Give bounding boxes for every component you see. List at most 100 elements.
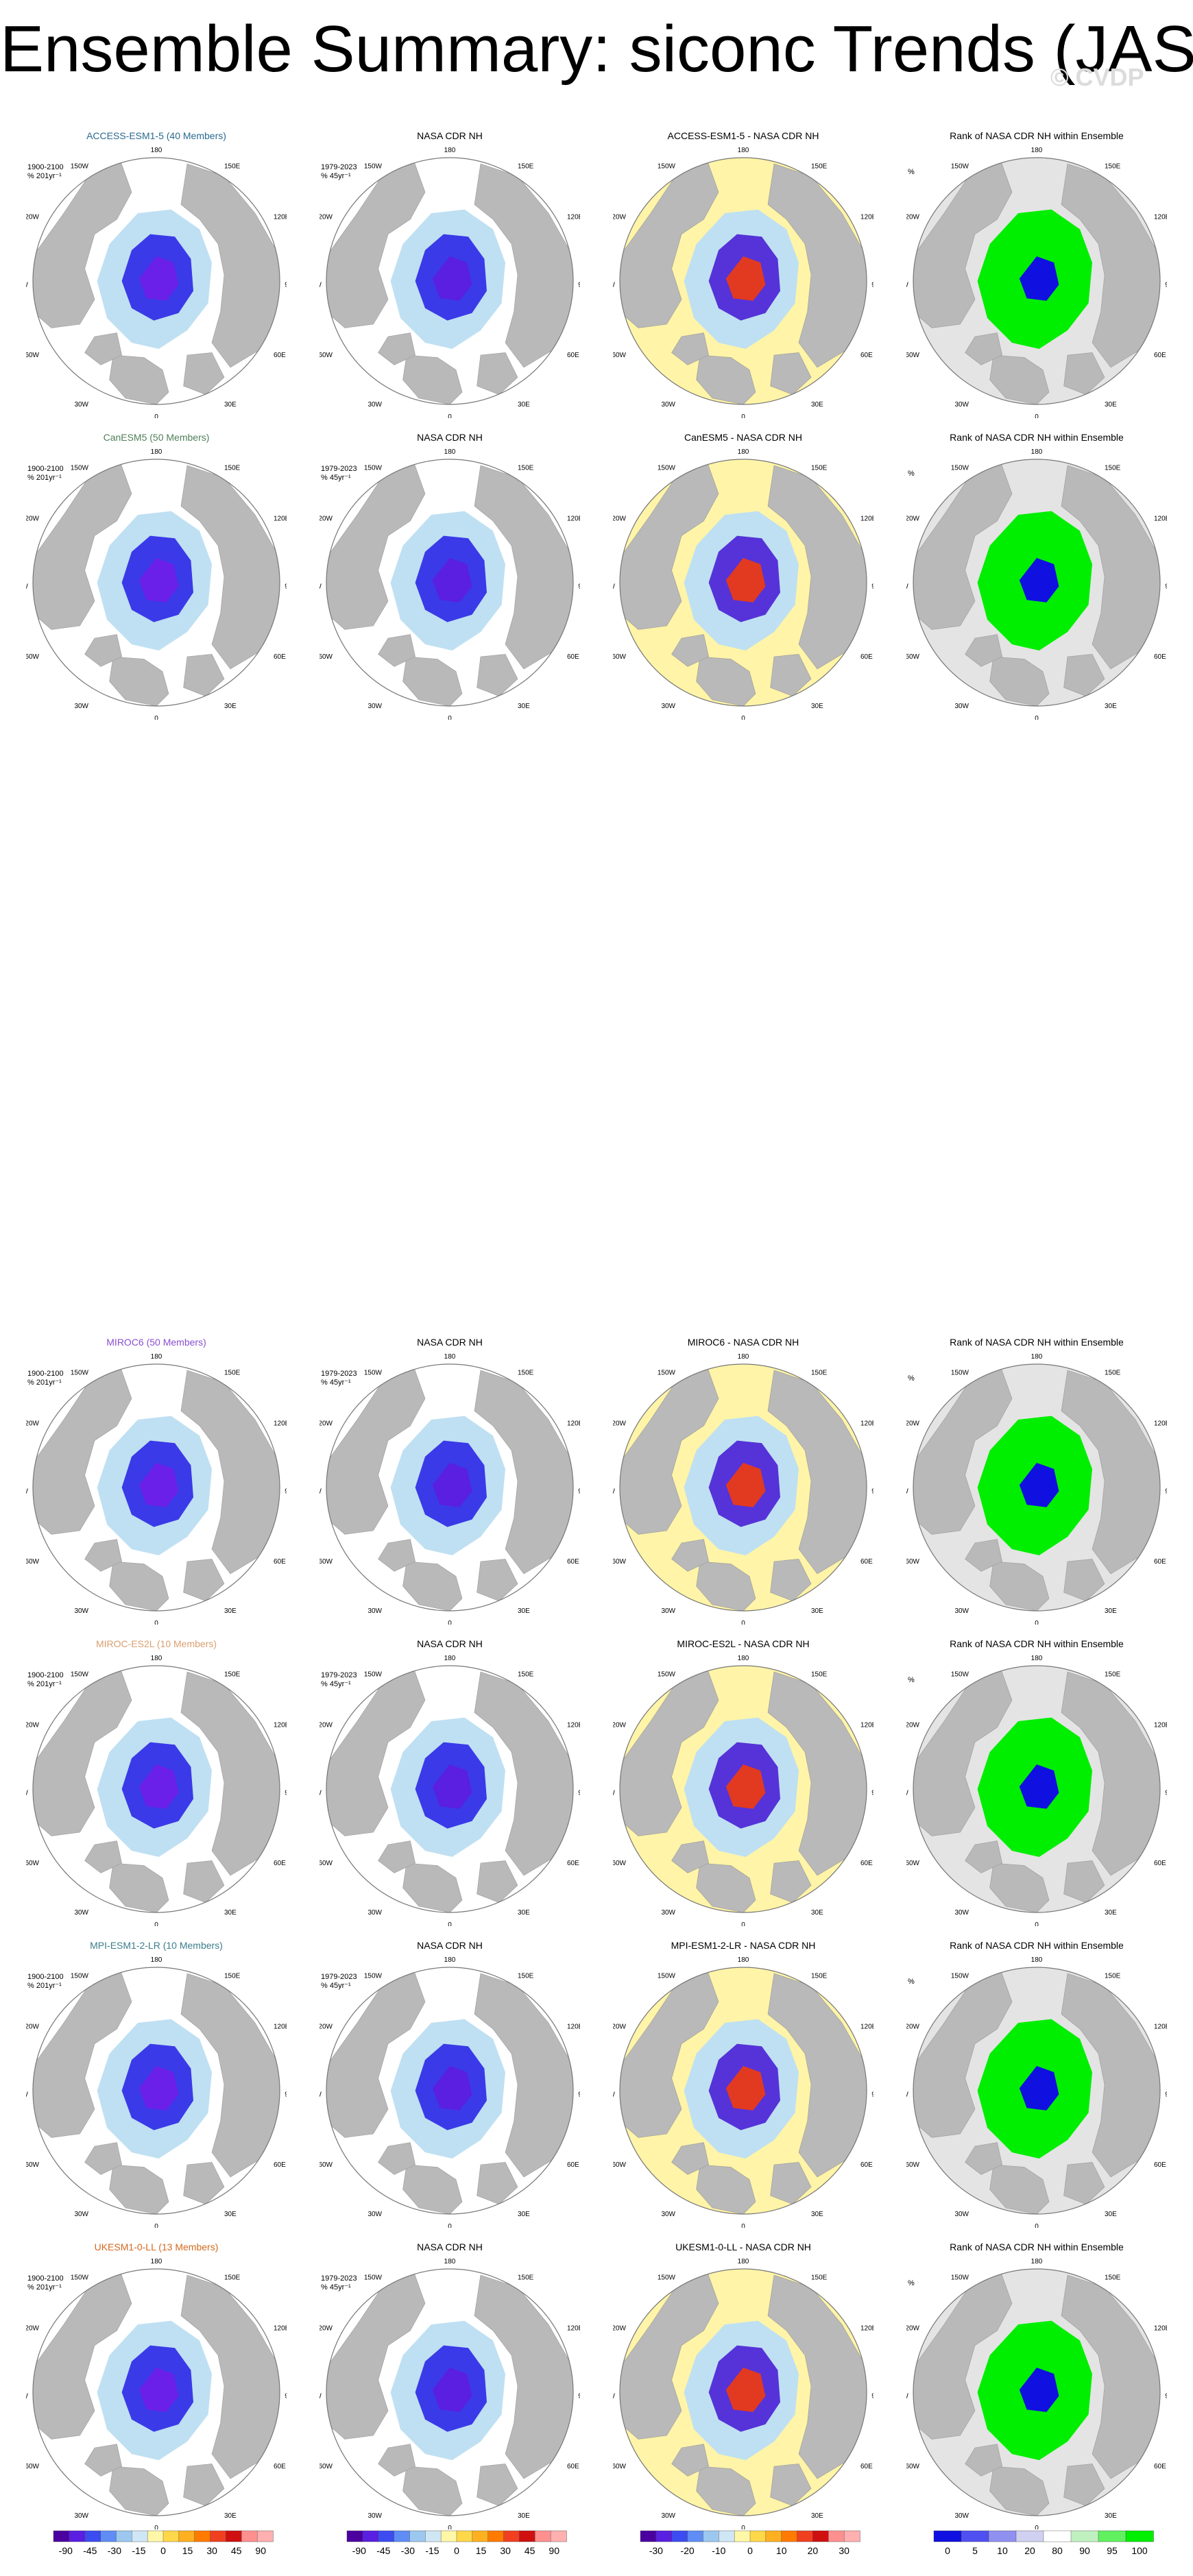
longitude-label: 60W — [906, 2463, 920, 2470]
longitude-label: 180 — [738, 448, 749, 456]
colorbar-tick-label: 30 — [839, 2545, 849, 2556]
units: % 201yr⁻¹ — [27, 1680, 62, 1688]
units: % 201yr⁻¹ — [27, 474, 62, 482]
period: 1979-2023 — [321, 163, 357, 171]
longitude-label: 60W — [613, 2161, 627, 2169]
colorbar-tick-label: 5 — [972, 2545, 978, 2556]
longitude-label: 60E — [567, 653, 579, 661]
model-panel: UKESM1-0-LL (13 Members) 180 0 150W 150E 120W… — [26, 2241, 287, 2529]
colorbar-swatch — [703, 2530, 719, 2542]
model-polar-map: 180 0 150W 150E 120W 120E 90W 90E 60W 60E 30W 30E — [26, 1655, 287, 1926]
longitude-label: 180 — [738, 2258, 749, 2265]
longitude-label: 30W — [661, 2211, 675, 2218]
longitude-label: 90E — [871, 1789, 873, 1797]
longitude-label: 180 — [444, 2258, 456, 2265]
longitude-label: 150E — [811, 1671, 828, 1679]
obs-polar-map: 180 0 150W 150E 120W 120E 90W 90E 60W 60E 30W 30E — [320, 1655, 580, 1926]
panel-info: % — [908, 465, 915, 478]
longitude-label: 30E — [518, 1607, 530, 1615]
longitude-label: 120W — [906, 213, 920, 221]
longitude-label: 180 — [738, 1353, 749, 1361]
longitude-label: 60W — [26, 2161, 40, 2169]
longitude-label: 30W — [74, 401, 88, 409]
diff-panel: MIROC6 - NASA CDR NH 180 0 150W 150E 120W 120E… — [613, 1337, 873, 1625]
longitude-label: 0 — [1035, 1921, 1039, 1926]
longitude-label: 30E — [224, 401, 237, 409]
colorbar-tick-label: 90 — [549, 2545, 559, 2556]
colorbar-swatch — [1125, 2530, 1154, 2542]
longitude-label: 120E — [1154, 515, 1167, 522]
longitude-label: 0 — [1035, 1620, 1039, 1625]
longitude-label: 120E — [274, 213, 287, 221]
colorbar-tick-label: -15 — [425, 2545, 439, 2556]
period: 1979-2023 — [321, 2274, 357, 2283]
longitude-label: 30E — [518, 2512, 530, 2520]
model-polar-map: 180 0 150W 150E 120W 120E 90W 90E 60W 60E 30W 30E — [26, 147, 287, 418]
longitude-label: 150W — [951, 1671, 969, 1679]
panel-title: Rank of NASA CDR NH within Ensemble — [950, 1337, 1124, 1348]
longitude-label: 90W — [906, 1487, 908, 1495]
figure-title: Ensemble Summary: siconc Trends (JAS) — [0, 12, 1193, 86]
longitude-label: 180 — [1031, 147, 1043, 154]
longitude-label: 150W — [364, 2274, 383, 2282]
colorbar-tick-label: 30 — [500, 2545, 511, 2556]
longitude-label: 120W — [906, 1420, 920, 1427]
colorbar-swatch — [53, 2530, 70, 2542]
longitude-label: 60W — [26, 1558, 40, 1566]
diff-panel: CanESM5 - NASA CDR NH 180 0 150W 150E 120W 120… — [613, 432, 873, 720]
obs-polar-map: 180 0 150W 150E 120W 120E 90W 90E 60W 60E 30W 30E — [320, 1956, 580, 2228]
longitude-label: 90W — [26, 2392, 28, 2400]
colorbar-tick-label: -10 — [712, 2545, 725, 2556]
longitude-label: 60E — [274, 1558, 286, 1566]
longitude-label: 120W — [613, 2324, 627, 2332]
longitude-label: 150E — [224, 1370, 241, 1377]
panel-title: MIROC6 (50 Members) — [106, 1337, 206, 1348]
panel-info: % — [908, 2274, 915, 2288]
longitude-label: 60E — [567, 1558, 579, 1566]
longitude-label: 180 — [444, 448, 456, 456]
longitude-label: 120W — [906, 1721, 920, 1729]
longitude-label: 0 — [1035, 413, 1039, 418]
model-polar-map: 180 0 150W 150E 120W 120E 90W 90E 60W 60E 30W 30E — [26, 2258, 287, 2529]
longitude-label: 120E — [1154, 1420, 1167, 1427]
longitude-label: 30E — [224, 703, 237, 710]
colorbar-swatch — [100, 2530, 117, 2542]
longitude-label: 30E — [224, 2512, 237, 2520]
colorbar-tick-label: -30 — [649, 2545, 663, 2556]
trend-colorbar: -90 -45 -30 -15 0 15 30 45 90 — [346, 2530, 567, 2556]
colorbar-tick-label: -30 — [401, 2545, 415, 2556]
panel-title: CanESM5 (50 Members) — [103, 432, 210, 443]
longitude-label: 150W — [71, 163, 89, 171]
longitude-label: 60W — [906, 653, 920, 661]
panel-title: Rank of NASA CDR NH within Ensemble — [950, 1638, 1124, 1649]
longitude-label: 30W — [954, 703, 969, 710]
panel-info: 1900-2100% 201yr⁻¹ — [27, 465, 64, 483]
longitude-label: 90W — [613, 2091, 615, 2098]
longitude-label: 90W — [26, 1487, 28, 1495]
longitude-label: 60W — [26, 2463, 40, 2470]
longitude-label: 30W — [74, 2512, 88, 2520]
longitude-label: 60E — [860, 653, 873, 661]
longitude-label: 30W — [661, 703, 675, 710]
colorbar-swatch — [84, 2530, 101, 2542]
longitude-label: 60E — [1154, 352, 1166, 359]
longitude-label: 180 — [738, 147, 749, 154]
longitude-label: 180 — [151, 1956, 162, 1964]
longitude-label: 30W — [367, 1909, 382, 1917]
longitude-label: 0 — [448, 2525, 452, 2529]
longitude-label: 0 — [1035, 2525, 1039, 2529]
longitude-label: 60W — [320, 2463, 333, 2470]
model-panel: MIROC-ES2L (10 Members)1800150W150E120W1… — [26, 1638, 287, 1926]
diff-panel: ACCESS-ESM1-5 - NASA CDR NH1800150W150E1… — [613, 130, 873, 418]
longitude-label: 60E — [1154, 1558, 1166, 1566]
longitude-label: 120W — [320, 515, 333, 522]
longitude-label: 90E — [578, 1487, 580, 1495]
longitude-label: 90E — [578, 1789, 580, 1797]
obs-polar-map: 180 0 150W 150E 120W 120E 90W 90E 60W 60E 30W 30E — [320, 448, 580, 720]
longitude-label: 120E — [274, 2023, 287, 2030]
longitude-label: 90W — [613, 1487, 615, 1495]
longitude-label: 90E — [871, 583, 873, 590]
longitude-label: 180 — [151, 448, 162, 456]
longitude-label: 150W — [71, 465, 89, 472]
longitude-label: 120W — [320, 2324, 333, 2332]
